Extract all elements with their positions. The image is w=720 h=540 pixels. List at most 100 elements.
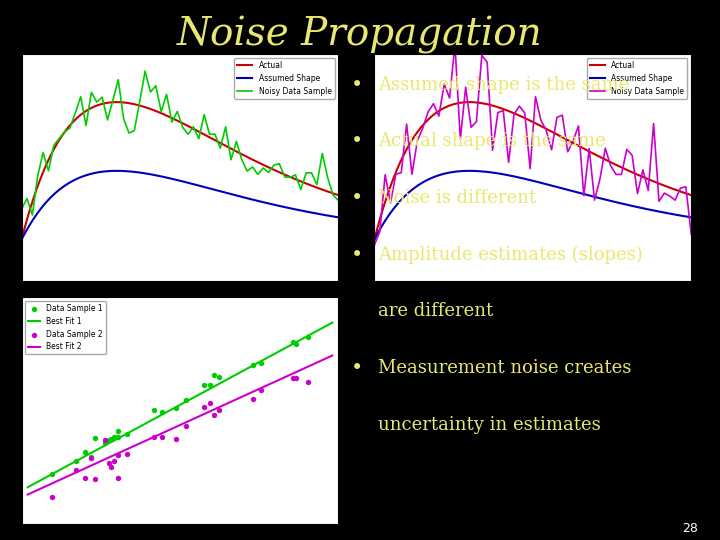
Assumed Shape (18, 234, 27, 241)
Actual (18, 232, 27, 239)
Data Sample 2 (287, 373, 299, 382)
Data Sample 1 (47, 469, 58, 478)
Data Sample 2 (99, 435, 111, 444)
Data Sample 2 (79, 474, 91, 482)
Assumed Shape (370, 237, 379, 243)
Line: Actual: Actual (22, 102, 338, 240)
Line: Noisy Data Sample: Noisy Data Sample (374, 44, 691, 245)
Text: •: • (351, 132, 364, 151)
Data Sample 2 (171, 435, 182, 443)
Noisy Data Sample (456, 136, 464, 143)
Assumed Shape (371, 234, 379, 241)
Best Fit 2 (205, 408, 214, 415)
Data Sample 1 (213, 373, 225, 382)
Data Sample 2 (89, 475, 101, 484)
Noisy Data Sample (370, 242, 379, 248)
Data Sample 1 (302, 333, 313, 341)
Best Fit 1 (328, 319, 337, 326)
Best Fit 2 (312, 359, 321, 366)
Best Fit 1 (205, 386, 214, 393)
Actual (206, 134, 215, 141)
Data Sample 2 (302, 378, 313, 387)
Best Fit 1 (180, 399, 189, 406)
Data Sample 1 (99, 438, 111, 447)
Title: Experiment 1: Experiment 1 (140, 40, 220, 53)
Actual (371, 232, 379, 239)
Assumed Shape (206, 185, 215, 192)
Noisy Data Sample (130, 127, 139, 134)
Data Sample 2 (180, 421, 192, 430)
Actual (285, 173, 294, 180)
Noisy Data Sample (227, 157, 235, 163)
Best Fit 2 (303, 363, 312, 370)
Data Sample 2 (105, 462, 117, 471)
Data Sample 2 (213, 406, 225, 415)
Data Sample 1 (105, 435, 117, 443)
Best Fit 2 (328, 352, 337, 359)
Text: are different: are different (378, 302, 493, 320)
Noisy Data Sample (477, 52, 486, 59)
Data Sample 1 (79, 447, 91, 456)
Actual (212, 138, 221, 144)
Noisy Data Sample (141, 68, 150, 75)
Actual (687, 192, 696, 198)
Text: uncertainty in estimates: uncertainty in estimates (378, 416, 600, 434)
Noisy Data Sample (483, 59, 492, 65)
Text: •: • (351, 359, 364, 378)
Best Fit 1 (312, 328, 321, 334)
Noisy Data Sample (687, 231, 696, 237)
Title: Experiment 2: Experiment 2 (493, 40, 572, 53)
Noisy Data Sample (424, 109, 433, 115)
Data Sample 2 (255, 386, 266, 394)
Data Sample 2 (103, 459, 114, 468)
Data Sample 1 (204, 380, 216, 389)
Data Sample 1 (112, 433, 124, 442)
Line: Actual: Actual (374, 102, 691, 240)
Actual (370, 237, 379, 243)
Noisy Data Sample (125, 130, 133, 136)
Text: Noise Propagation: Noise Propagation (177, 16, 543, 54)
Legend: Actual, Assumed Shape, Noisy Data Sample: Actual, Assumed Shape, Noisy Data Sample (234, 58, 335, 99)
Noisy Data Sample (103, 117, 112, 123)
Best Fit 2 (94, 459, 103, 465)
Data Sample 2 (70, 465, 81, 474)
Noisy Data Sample (451, 41, 459, 48)
Data Sample 2 (199, 403, 210, 411)
Best Fit 2 (82, 464, 91, 471)
Legend: Actual, Assumed Shape, Noisy Data Sample: Actual, Assumed Shape, Noisy Data Sample (587, 58, 688, 99)
Data Sample 1 (89, 434, 101, 442)
Actual (112, 99, 121, 105)
Assumed Shape (658, 209, 667, 215)
Noisy Data Sample (76, 93, 85, 100)
Text: Assumed shape is the same: Assumed shape is the same (378, 76, 629, 93)
Text: •: • (351, 246, 364, 265)
Text: Actual shape is the same: Actual shape is the same (378, 132, 606, 150)
Assumed Shape (565, 187, 574, 193)
Noisy Data Sample (17, 206, 26, 212)
Best Fit 1 (94, 446, 103, 452)
Line: Noisy Data Sample: Noisy Data Sample (22, 71, 338, 215)
Data Sample 2 (85, 454, 96, 462)
Data Sample 1 (290, 339, 302, 348)
Text: •: • (351, 76, 364, 94)
Assumed Shape (285, 205, 294, 212)
Data Sample 2 (47, 492, 58, 501)
Data Sample 1 (148, 406, 160, 414)
Data Sample 1 (199, 380, 210, 389)
Data Sample 2 (156, 433, 168, 442)
Noisy Data Sample (334, 197, 343, 204)
Actual (638, 173, 647, 180)
Data Sample 1 (112, 426, 124, 435)
Assumed Shape (559, 185, 567, 192)
Noisy Data Sample (467, 124, 475, 131)
Best Fit 2 (23, 491, 32, 498)
Data Sample 2 (204, 399, 216, 407)
Legend: Data Sample 1, Best Fit 1, Data Sample 2, Best Fit 2: Data Sample 1, Best Fit 1, Data Sample 2… (25, 301, 106, 354)
Text: Amplitude estimates (slopes): Amplitude estimates (slopes) (378, 246, 643, 264)
Data Sample 1 (247, 361, 258, 370)
Line: Best Fit 1: Best Fit 1 (27, 322, 333, 487)
Data Sample 1 (180, 396, 192, 405)
Noisy Data Sample (574, 123, 582, 129)
Data Sample 2 (290, 373, 302, 382)
Text: Noise is different: Noise is different (378, 189, 536, 207)
